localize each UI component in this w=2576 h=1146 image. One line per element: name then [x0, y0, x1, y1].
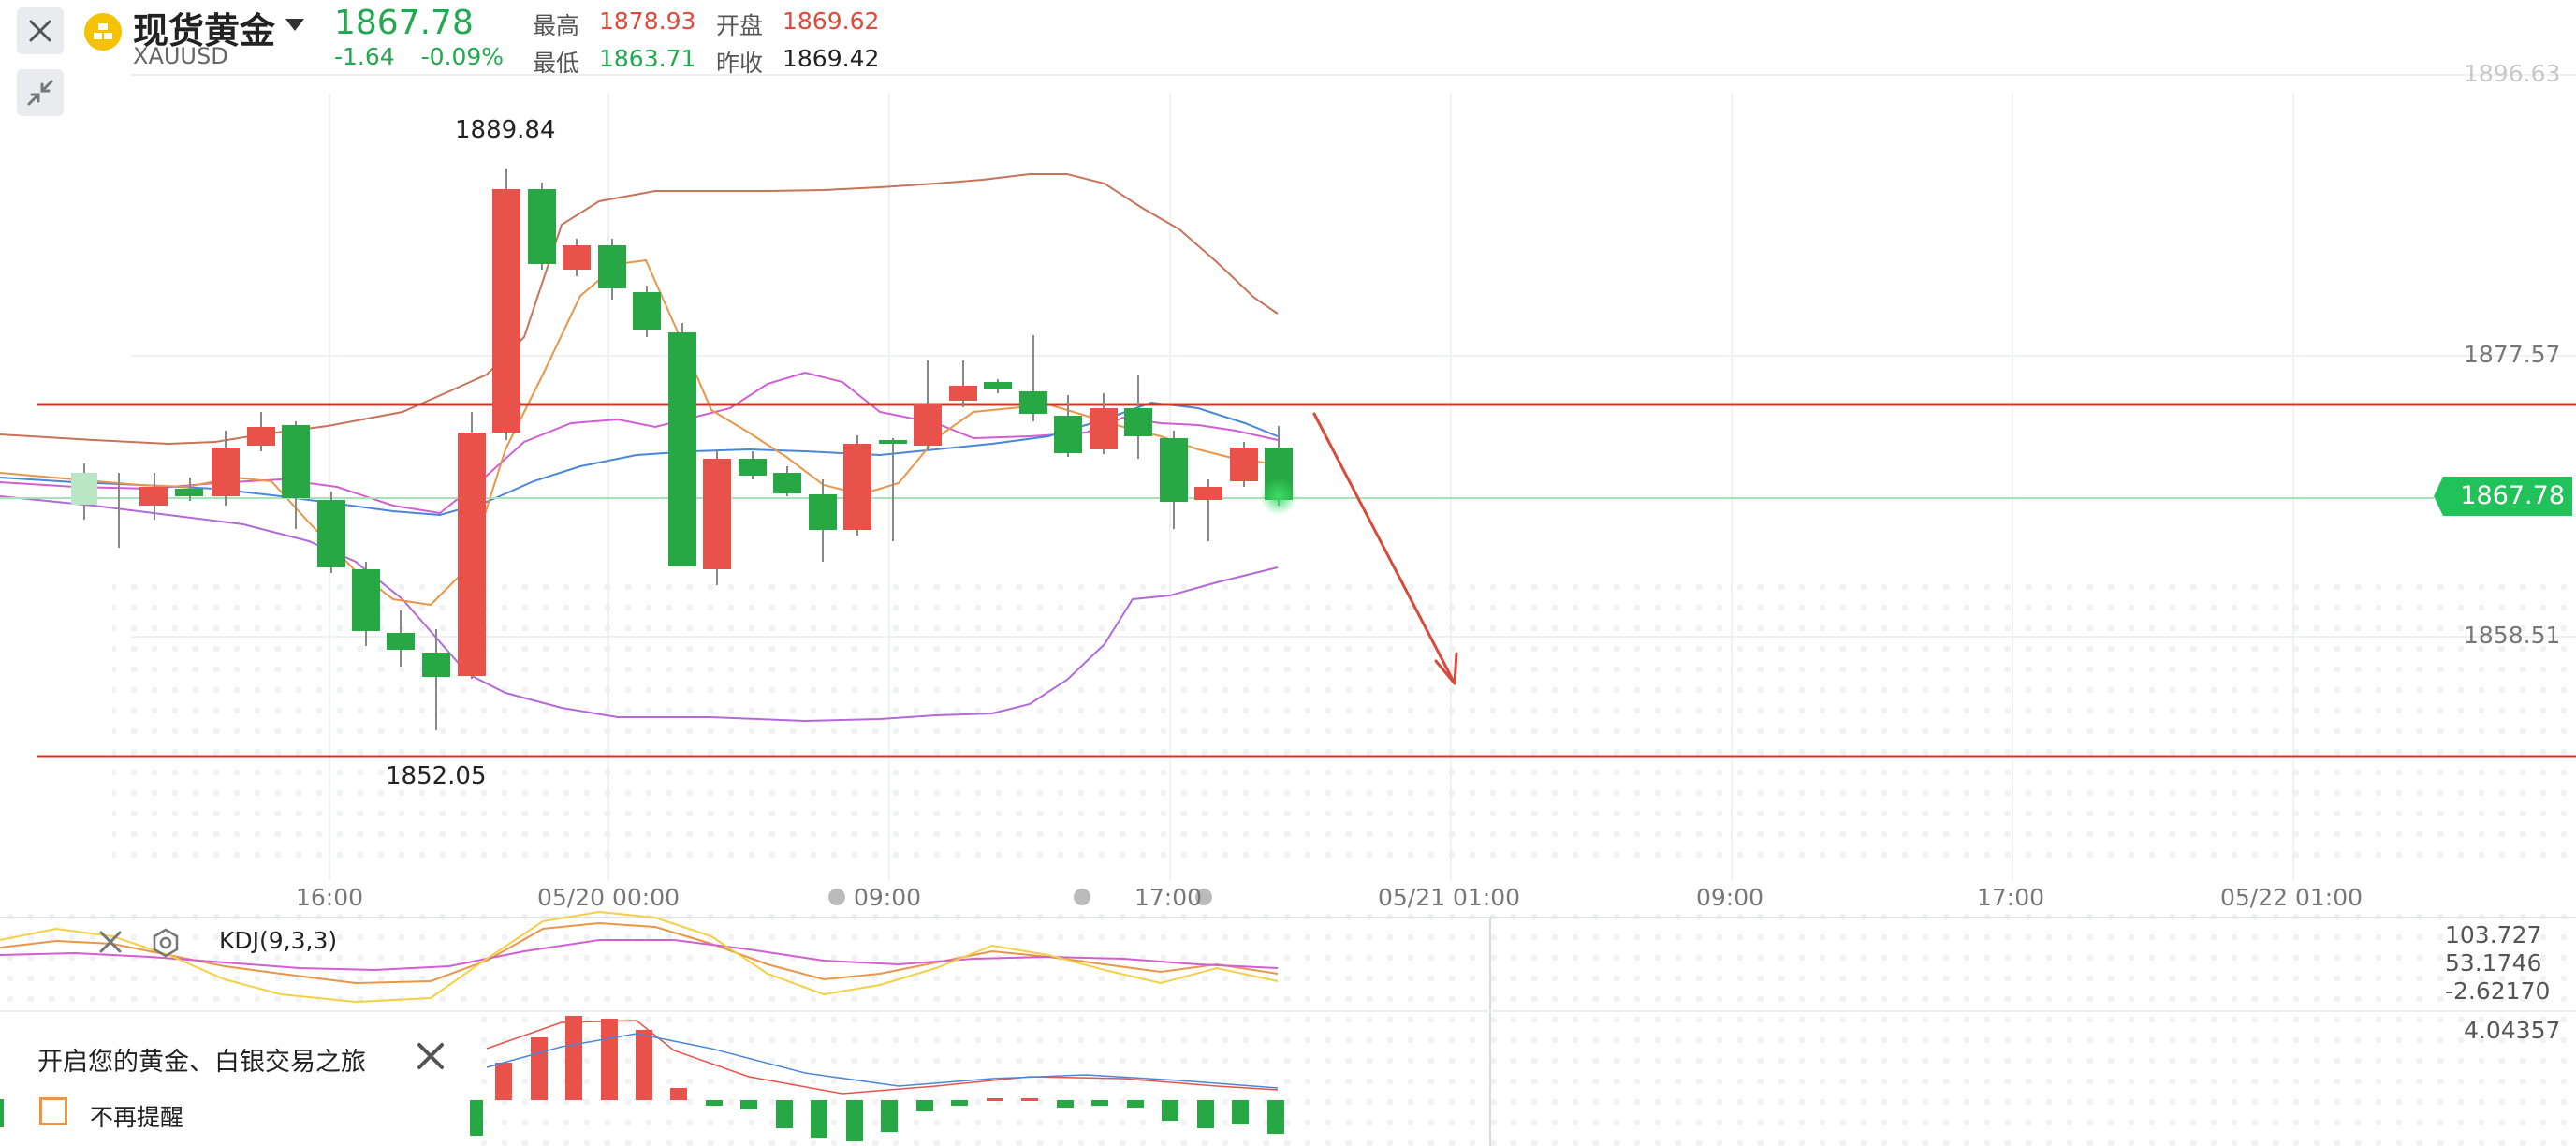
macd-value: 4.04357	[2464, 1017, 2561, 1044]
change-percent: -0.09%	[420, 43, 505, 70]
promo-text[interactable]: 开启您的黄金、白银交易之旅	[37, 1048, 366, 1077]
macd-dif-line	[486, 1020, 1279, 1095]
low-value: 1863.71	[599, 45, 696, 72]
indicator-name[interactable]: KDJ(9,3,3)	[219, 927, 338, 954]
x-axis-label: 17:00	[1134, 884, 1203, 911]
open-label: 开盘	[716, 12, 764, 39]
bollinger-lower-line	[0, 495, 1279, 723]
last-price: 1867.78	[334, 4, 474, 42]
low-annotation: 1852.05	[386, 762, 487, 790]
x-axis-label: 09:00	[854, 884, 922, 911]
kdj-d-line	[0, 939, 1279, 972]
macd-histogram	[470, 1016, 1284, 1141]
dont-remind-checkbox[interactable]	[39, 1097, 67, 1125]
gold-coin-icon	[84, 13, 122, 51]
x-axis-label: 05/21 01:00	[1378, 884, 1521, 911]
instrument-symbol: XAUUSD	[133, 43, 228, 69]
close-icon	[29, 20, 51, 42]
chevron-down-icon[interactable]	[285, 19, 304, 31]
open-value: 1869.62	[783, 7, 880, 35]
fade-mask	[0, 524, 374, 899]
price-change: -1.64 -0.09%	[334, 43, 504, 70]
y-axis-label-mid: 1877.57	[2464, 341, 2561, 368]
y-axis-label-low: 1858.51	[2464, 622, 2561, 649]
prev-close-label: 昨收	[716, 50, 764, 77]
chart-background-dots	[112, 571, 2576, 871]
down-arrow-annotation[interactable]	[1312, 412, 1458, 685]
grid-horizontal	[131, 74, 2576, 638]
indicator-value-low: -2.62170	[2445, 977, 2551, 1005]
x-axis-label: 09:00	[1696, 884, 1764, 911]
high-label: 最高	[533, 12, 580, 39]
gear-icon[interactable]	[150, 927, 182, 959]
dont-remind-label[interactable]: 不再提醒	[90, 1104, 184, 1131]
current-price-tag: 1867.78	[2434, 477, 2572, 516]
close-button[interactable]	[17, 7, 64, 54]
low-label: 最低	[533, 50, 580, 77]
candlesticks	[71, 169, 1297, 730]
instrument-name[interactable]: 现货黄金	[133, 10, 276, 51]
close-promo-icon[interactable]	[414, 1039, 447, 1073]
close-indicator-icon[interactable]	[95, 927, 125, 957]
promo-accent	[0, 1099, 4, 1127]
x-axis-label: 05/20 00:00	[537, 884, 681, 911]
promo-card	[0, 1013, 468, 1146]
indicator-value-high: 103.727	[2445, 921, 2542, 948]
collapse-icon	[27, 80, 53, 106]
kdj-j-line	[0, 910, 1279, 1004]
y-axis-label-top: 1896.63	[2464, 60, 2561, 87]
x-axis-label: 17:00	[1977, 884, 2045, 911]
x-axis-label: 16:00	[296, 884, 364, 911]
high-annotation: 1889.84	[455, 116, 556, 144]
high-value: 1878.93	[599, 7, 696, 35]
collapse-button[interactable]	[17, 69, 64, 116]
change-value: -1.64	[334, 43, 395, 70]
indicator-value-mid: 53.1746	[2445, 949, 2542, 977]
x-axis-label: 05/22 01:00	[2220, 884, 2364, 911]
macd-dea-line	[486, 1033, 1279, 1089]
time-markers[interactable]	[828, 889, 1212, 905]
prev-close-value: 1869.42	[783, 45, 880, 72]
